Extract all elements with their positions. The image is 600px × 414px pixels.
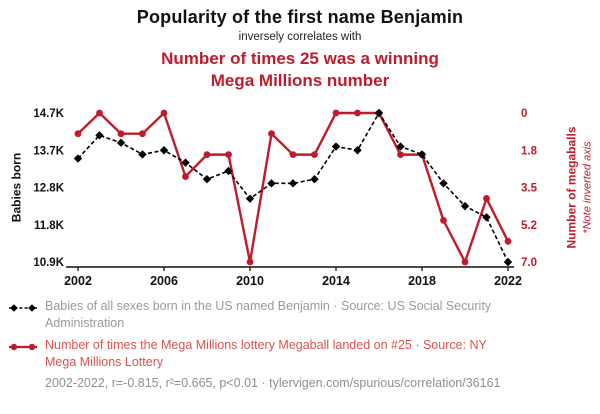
megaball-series-marker-icon — [8, 340, 38, 358]
legend: Babies of all sexes born in the US named… — [8, 298, 596, 390]
megaball-marker — [139, 130, 146, 138]
benjamin-marker — [116, 138, 126, 147]
right-tick-label: 1.8 — [521, 145, 538, 157]
megaball-marker — [311, 151, 318, 159]
left-tick-label: 12.8K — [33, 183, 64, 195]
left-tick-label: 14.7K — [33, 108, 64, 120]
chart-canvas: 2002 2006 2010 2014 2018 2022 14.7K 13.7K 12.8K 1… — [33, 108, 538, 288]
benjamin-marker — [73, 154, 83, 163]
megaball-marker — [117, 130, 125, 138]
benjamin-series-marker-icon — [8, 301, 38, 319]
right-tick-label: 0 — [521, 108, 527, 120]
megaball-marker — [268, 130, 275, 138]
x-tick-label: 2010 — [236, 274, 264, 288]
benjamin-marker — [439, 179, 448, 188]
legend-label-benjamin: Babies of all sexes born in the US named… — [45, 299, 492, 330]
x-tick-label: 2018 — [408, 274, 436, 288]
benjamin-marker — [503, 257, 513, 267]
megaball-marker — [96, 109, 103, 117]
benjamin-marker — [374, 108, 384, 118]
benjamin-marker — [224, 166, 233, 176]
benjamin-marker — [245, 194, 255, 203]
megaball-marker — [225, 151, 232, 159]
megaball-marker — [289, 151, 297, 159]
benjamin-series-line — [77, 111, 509, 263]
page-title: Popularity of the first name Benjamin — [136, 7, 464, 27]
x-tick-label: 2022 — [494, 274, 522, 288]
benjamin-marker — [288, 179, 298, 188]
x-tick-label: 2002 — [64, 274, 92, 288]
left-tick-label: 10.9K — [33, 257, 64, 269]
benjamin-marker — [159, 146, 169, 155]
secondary-title-line2: Mega Millions number — [210, 70, 390, 90]
legend-item-benjamin: Babies of all sexes born in the US named… — [8, 298, 596, 331]
megaball-marker — [203, 151, 211, 159]
megaball-marker — [246, 258, 254, 266]
megaball-marker — [354, 109, 361, 117]
benjamin-marker — [181, 158, 190, 167]
megaball-marker — [332, 109, 340, 117]
secondary-title-line1: Number of times 25 was a winning — [161, 49, 439, 68]
header: Popularity of the first name Benjamin in… — [0, 0, 600, 92]
left-tick-label: 11.8K — [34, 220, 65, 232]
legend-label-megaball: Number of times the Mega Millions lotter… — [45, 338, 487, 369]
benjamin-marker — [267, 179, 276, 188]
right-axis-label: Number of megaballs — [564, 126, 579, 249]
megaball-marker — [461, 258, 469, 266]
megaball-marker — [483, 195, 490, 202]
right-axis-inverted-note: *Note inverted axis — [581, 141, 594, 234]
benjamin-marker — [331, 142, 341, 151]
megaball-marker — [504, 237, 512, 245]
benjamin-marker — [310, 175, 319, 184]
subtitle: inversely correlates with — [238, 31, 362, 43]
right-tick-label: 7.0 — [521, 257, 537, 269]
legend-item-megaball: Number of times the Mega Millions lotter… — [8, 337, 596, 370]
x-tick-label: 2006 — [150, 274, 178, 288]
benjamin-marker — [138, 150, 147, 159]
megaball-marker — [440, 216, 447, 224]
megaball-marker — [74, 130, 82, 138]
benjamin-marker — [482, 213, 491, 222]
benjamin-marker — [202, 175, 212, 184]
benjamin-marker — [353, 146, 362, 155]
left-axis-label: Babies born — [9, 152, 24, 223]
left-tick-label: 13.7K — [33, 145, 64, 157]
megaball-marker — [397, 151, 404, 159]
right-tick-label: 3.5 — [521, 183, 538, 195]
x-tick-label: 2014 — [322, 274, 350, 288]
megaball-marker — [182, 173, 189, 180]
stats-footer: 2002-2022, r=-0.815, r²=0.665, p<0.01 · … — [45, 376, 501, 390]
secondary-title: Number of times 25 was a winning Mega Mi… — [0, 48, 600, 92]
right-tick-label: 5.2 — [521, 220, 537, 232]
benjamin-marker — [417, 150, 427, 159]
benjamin-marker — [396, 142, 405, 151]
megaball-marker — [160, 109, 168, 117]
benjamin-marker — [95, 131, 104, 140]
